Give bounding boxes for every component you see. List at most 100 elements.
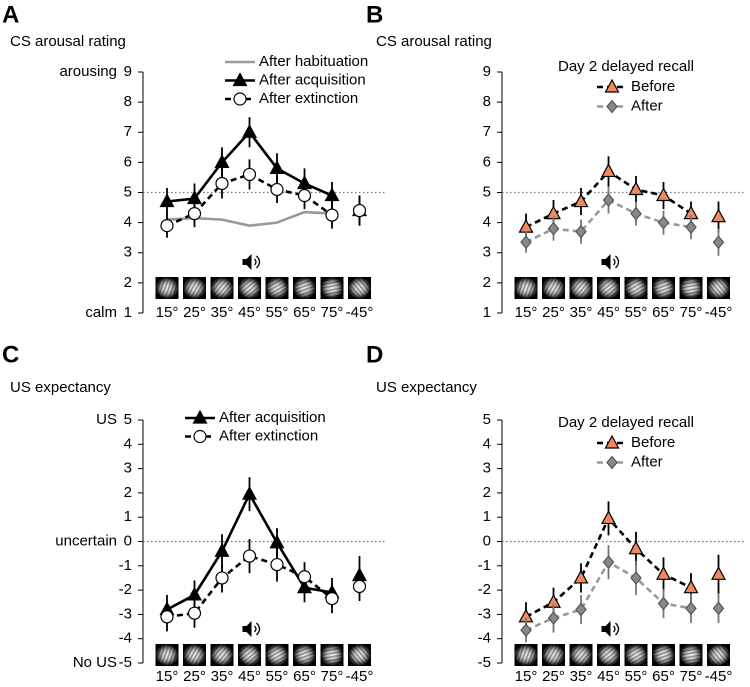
- x-tick-label: 25°: [183, 668, 206, 685]
- stimulus-patch: [679, 275, 703, 301]
- x-tick-label: 65°: [652, 304, 675, 321]
- x-tick-label: -45°: [705, 304, 733, 321]
- speaker-icon: [601, 621, 611, 637]
- marker: [193, 429, 207, 444]
- marker: [655, 566, 672, 580]
- marker: [685, 601, 697, 616]
- marker: [270, 557, 284, 572]
- patch-fade: [707, 644, 730, 666]
- x-tick-label: 55°: [266, 668, 289, 685]
- stimulus-patch: [263, 273, 291, 303]
- y-tick-label: 4: [483, 214, 491, 231]
- speaker-icon: [242, 254, 252, 270]
- x-tick-label: 15°: [156, 668, 179, 685]
- stimulus-patch: [622, 273, 650, 303]
- marker: [628, 181, 644, 196]
- patch-fade: [542, 644, 565, 666]
- y-tick-label: 4: [124, 435, 132, 452]
- y-tick-label: -4: [478, 630, 491, 647]
- marker: [520, 623, 532, 638]
- marker: [657, 596, 670, 611]
- marker: [710, 566, 727, 580]
- marker: [241, 485, 258, 500]
- y-tick-label: 9: [124, 63, 132, 80]
- stimulus-patch: [207, 273, 237, 303]
- marker: [214, 154, 230, 168]
- y-tick-label: 6: [483, 153, 491, 170]
- speaker-waves: [613, 255, 620, 269]
- stimulus-patch: [235, 640, 264, 670]
- marker: [187, 206, 202, 221]
- panel-label: B: [366, 1, 383, 28]
- x-tick-label: 65°: [293, 304, 316, 321]
- patch-fade: [679, 277, 703, 299]
- patch-fade: [514, 644, 538, 666]
- legend-label: Before: [631, 78, 675, 95]
- x-tick-label: 15°: [515, 304, 538, 321]
- speaker-waves: [613, 622, 620, 636]
- speaker-icon: [242, 621, 252, 637]
- panel-label: A: [2, 1, 19, 28]
- x-tick-label: 15°: [156, 304, 179, 321]
- marker: [160, 610, 174, 624]
- patch-fade: [320, 644, 344, 666]
- marker: [575, 224, 587, 239]
- marker: [685, 220, 697, 235]
- marker: [712, 235, 725, 250]
- x-tick-label: 75°: [680, 668, 703, 685]
- patch-fade: [542, 277, 565, 299]
- stimulus-patch: [153, 642, 181, 668]
- marker: [187, 606, 202, 620]
- marker: [604, 78, 620, 93]
- y-tick-label: 3: [483, 460, 491, 477]
- axis-annotation: No US: [73, 654, 117, 671]
- y-tick-label: 5: [124, 183, 132, 200]
- y-tick-label: -5: [478, 654, 491, 671]
- x-tick-label: 65°: [652, 668, 675, 685]
- y-tick-label: -3: [478, 605, 491, 622]
- panel-label: C: [2, 341, 19, 368]
- patch-fade: [679, 644, 703, 666]
- marker: [160, 219, 174, 233]
- stimulus-patch: [180, 274, 209, 302]
- marker: [600, 163, 617, 178]
- patch-fade: [348, 644, 371, 666]
- patch-fade: [265, 644, 289, 666]
- y-tick-label: -4: [119, 630, 132, 647]
- y-tick-label: 8: [124, 93, 132, 110]
- axis-annotation: US: [96, 411, 117, 428]
- marker: [575, 602, 587, 617]
- marker: [297, 570, 312, 584]
- legend-label: After acquisition: [219, 409, 326, 426]
- x-tick-label: 35°: [570, 304, 593, 321]
- y-tick-label: 4: [483, 435, 491, 452]
- stimulus-patch: [207, 640, 237, 670]
- stimulus-patch: [651, 274, 676, 302]
- x-tick-label: -45°: [705, 668, 733, 685]
- x-tick-label: 25°: [183, 304, 206, 321]
- panel-title: US expectancy: [10, 379, 111, 396]
- patch-fade: [624, 277, 648, 299]
- x-tick-label: -45°: [346, 304, 374, 321]
- y-tick-label: 8: [483, 93, 491, 110]
- stimulus-patch: [704, 640, 733, 670]
- y-tick-label: -1: [478, 557, 491, 574]
- patch-fade: [155, 644, 179, 666]
- x-tick-label: 55°: [266, 304, 289, 321]
- legend-title: Day 2 delayed recall: [558, 414, 694, 431]
- x-tick-label: 45°: [238, 304, 261, 321]
- y-tick-label: 7: [124, 123, 132, 140]
- x-tick-label: 35°: [211, 668, 234, 685]
- x-tick-label: 75°: [680, 304, 703, 321]
- y-tick-label: -1: [119, 557, 132, 574]
- marker: [269, 160, 285, 174]
- stimulus-patch: [320, 642, 344, 668]
- y-tick-label: 0: [124, 532, 132, 549]
- patch-fade: [597, 277, 620, 299]
- patch-fade: [265, 277, 289, 299]
- x-tick-label: -45°: [346, 668, 374, 685]
- marker: [233, 92, 247, 106]
- marker: [159, 193, 175, 208]
- patch-fade: [569, 644, 593, 666]
- marker: [270, 182, 284, 197]
